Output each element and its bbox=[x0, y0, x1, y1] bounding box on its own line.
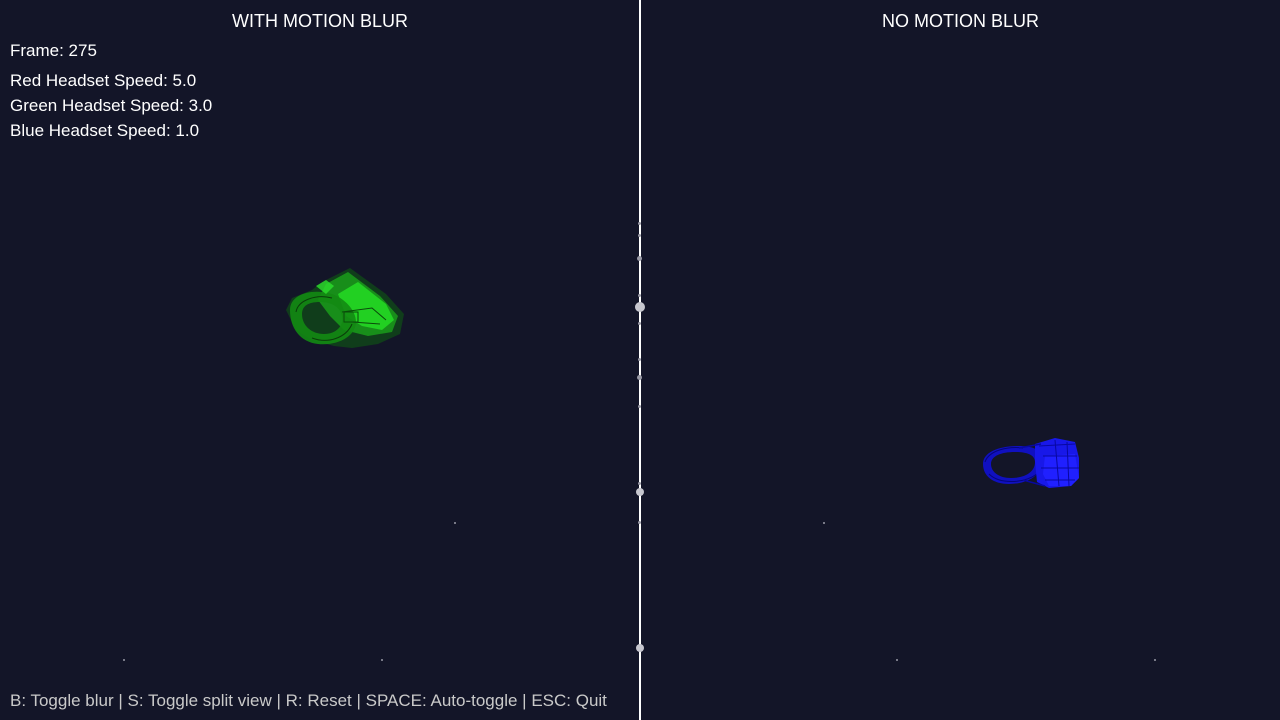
green-headset-speed: Green Headset Speed: 3.0 bbox=[10, 96, 213, 115]
divider-dot bbox=[636, 644, 644, 652]
divider-dot bbox=[637, 375, 642, 380]
motion-blur-title: WITH MOTION BLUR bbox=[232, 11, 408, 31]
star-dot bbox=[823, 522, 825, 524]
star-dot bbox=[454, 522, 456, 524]
star-dot bbox=[381, 659, 383, 661]
no-motion-blur-title: NO MOTION BLUR bbox=[881, 11, 1039, 31]
red-headset-speed: Red Headset Speed: 5.0 bbox=[10, 71, 197, 90]
divider-dot bbox=[638, 234, 641, 237]
no-motion-blur-pane: NO MOTION BLUR bbox=[641, 0, 1280, 720]
blue-headset-model bbox=[983, 438, 1079, 488]
divider-dot bbox=[637, 256, 642, 261]
divider-dot bbox=[638, 358, 641, 361]
divider-dot bbox=[638, 322, 641, 325]
divider-dot bbox=[636, 488, 644, 496]
blue-headset-speed: Blue Headset Speed: 1.0 bbox=[10, 121, 200, 140]
divider-dot bbox=[638, 294, 641, 297]
frame-counter: Frame: 275 bbox=[10, 41, 97, 60]
star-dot bbox=[896, 659, 898, 661]
star-dot bbox=[1154, 659, 1156, 661]
green-headset-model bbox=[286, 268, 404, 348]
divider-dot bbox=[635, 302, 645, 312]
divider-dot bbox=[638, 482, 641, 485]
star-dot bbox=[123, 659, 125, 661]
divider-dot bbox=[638, 222, 641, 225]
divider-dot bbox=[638, 405, 641, 408]
motion-blur-pane: WITH MOTION BLUR Frame: 275 Red Headset … bbox=[10, 11, 607, 710]
controls-hint: B: Toggle blur | S: Toggle split view | … bbox=[10, 691, 607, 710]
divider-dot bbox=[638, 521, 641, 524]
